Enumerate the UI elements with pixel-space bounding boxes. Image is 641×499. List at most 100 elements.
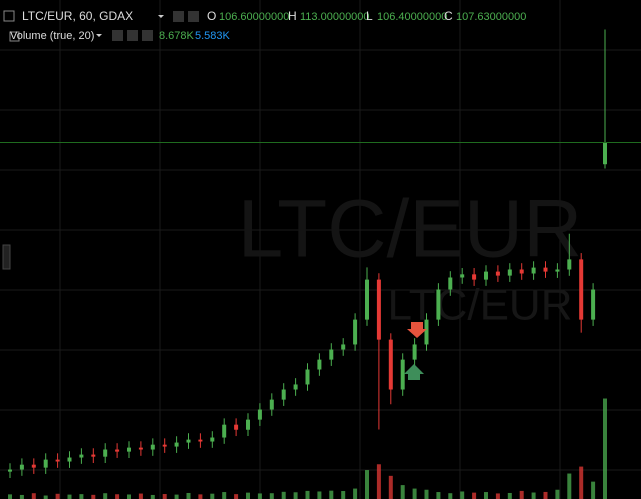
candle-body [31, 464, 36, 468]
volume-bar [269, 493, 274, 499]
volume-bar [210, 493, 215, 499]
candle-body [543, 267, 548, 272]
volume-bar [400, 485, 405, 499]
volume-bar [162, 494, 167, 499]
candle-body [19, 464, 24, 470]
l-value: 106.40000000 [377, 11, 447, 23]
volume-bar [353, 488, 358, 499]
candle-body [150, 444, 155, 450]
volume-bar [424, 489, 429, 499]
h-label: H [288, 9, 297, 23]
volume-bar [19, 494, 24, 499]
candle-body [531, 267, 536, 274]
candle-body [555, 269, 560, 272]
volume-bar [412, 488, 417, 499]
candle-body [448, 277, 453, 290]
settings-icon[interactable] [173, 11, 184, 22]
volume-value: 8.678K [159, 30, 195, 42]
buy-arrow [404, 364, 424, 380]
candle-body [174, 442, 179, 447]
candle-body [365, 279, 369, 320]
volume-bar [484, 492, 488, 499]
candle-body [162, 444, 167, 447]
volume-bar [150, 494, 155, 499]
close-icon[interactable] [142, 30, 153, 41]
watermark: LTC/EUR [238, 184, 583, 275]
o-value: 106.60000000 [219, 11, 289, 23]
volume-bar [436, 492, 441, 499]
volume-bar [246, 492, 250, 499]
candle-body [305, 369, 310, 385]
candle-body [186, 439, 191, 443]
settings-icon[interactable] [188, 11, 199, 22]
volume-bar [603, 398, 607, 499]
volume-bar [31, 493, 36, 499]
candle-body [507, 269, 512, 276]
volume-bar [555, 489, 560, 499]
volume-bar [376, 464, 381, 499]
settings-icon[interactable] [127, 30, 138, 41]
volume-bar [472, 492, 477, 499]
candle-body [353, 319, 358, 345]
candle-body [460, 274, 465, 278]
candle-body [329, 349, 334, 360]
volume-bar [591, 481, 596, 499]
candle-body [234, 424, 239, 430]
volume-bar [579, 466, 584, 499]
volume-bar [103, 493, 108, 499]
collapse-icon[interactable] [3, 10, 15, 22]
collapse-icon[interactable] [9, 31, 20, 42]
candle-body [472, 274, 477, 280]
volume-bar [448, 493, 453, 499]
volume-bar [388, 475, 393, 499]
volume-bar [67, 494, 72, 499]
symbol[interactable]: LTC/EUR, 60, GDAX [22, 9, 133, 23]
volume-bar [293, 492, 298, 499]
volume-bar [79, 494, 84, 499]
candle-body [55, 459, 60, 462]
candle-body [246, 419, 250, 430]
volume-bar [305, 490, 310, 499]
settings-icon[interactable] [112, 30, 123, 41]
volume-bar [365, 470, 369, 499]
dropdown[interactable] [158, 15, 164, 18]
volume-bar [519, 490, 524, 499]
candle-body [198, 439, 203, 442]
candle-body [519, 269, 524, 274]
candle-body [269, 399, 274, 410]
side-toggle[interactable] [2, 244, 11, 270]
l-label: L [366, 9, 373, 23]
volume-bar [341, 491, 346, 499]
volume-bar [198, 494, 203, 499]
volume-study[interactable]: Volume (true, 20) [10, 30, 94, 42]
candle-body [67, 457, 72, 462]
volume-bar [329, 490, 334, 499]
volume-bar [115, 494, 120, 499]
candle-body [281, 389, 286, 400]
watermark-small: LTC/EUR [388, 281, 573, 330]
h-value: 113.00000000 [300, 11, 370, 23]
volume-bar [91, 494, 96, 499]
candle-body [579, 259, 584, 320]
candle-body [484, 271, 488, 280]
candle-body [436, 289, 441, 320]
candle-body [138, 447, 143, 450]
volume-bar [317, 491, 322, 499]
volume-ma: 5.583K [195, 30, 231, 42]
volume-bar [281, 491, 286, 499]
o-label: O [207, 9, 216, 23]
sell-arrow [407, 322, 427, 338]
candle-body [412, 344, 417, 360]
candle-body [43, 459, 48, 468]
candle-body [127, 447, 131, 452]
volume-bar [507, 492, 512, 499]
volume-bar [495, 493, 500, 499]
volume-bar [567, 473, 572, 499]
volume-bar [127, 494, 131, 499]
dropdown[interactable] [96, 34, 102, 37]
volume-bar [257, 493, 262, 499]
volume-bar [43, 495, 48, 499]
candle-body [591, 289, 596, 320]
volume-bar [55, 493, 60, 499]
